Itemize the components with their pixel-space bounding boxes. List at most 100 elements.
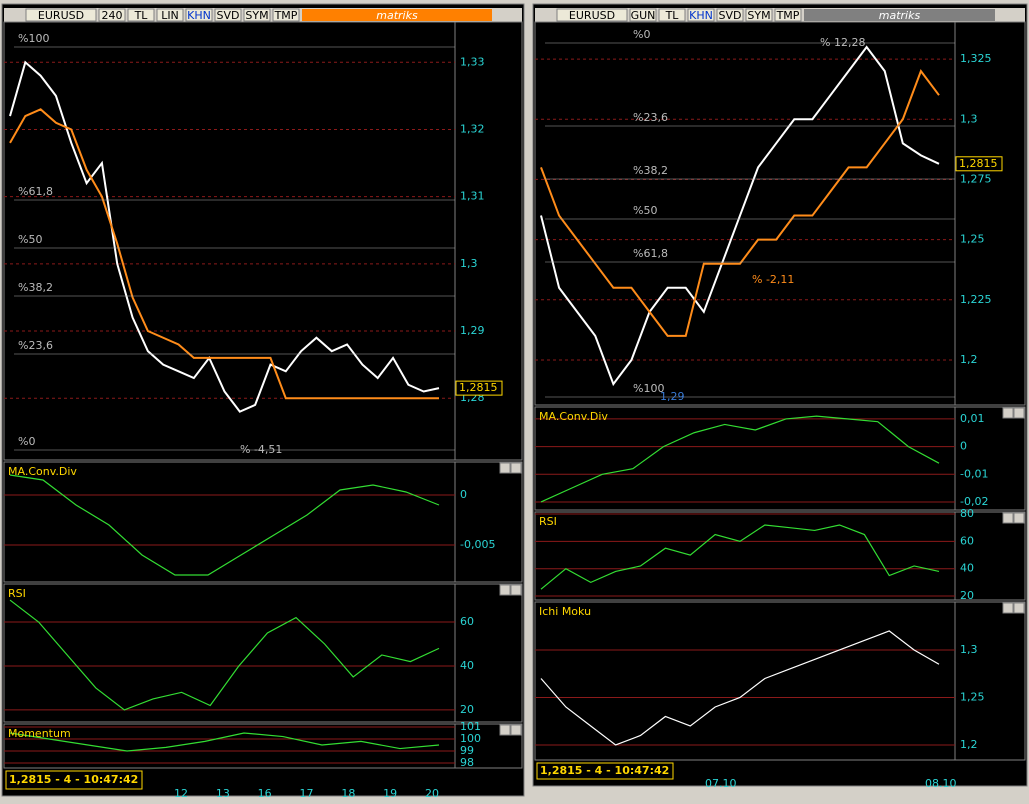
toolbar-button-label[interactable]: LIN (161, 9, 179, 22)
price-tag-label: 1,2815 (959, 157, 998, 170)
y-tick-label: 100 (460, 732, 481, 745)
date-label: 07.10 (705, 777, 737, 790)
annotation: % 12,28 (820, 36, 865, 49)
series-line (540, 45, 940, 387)
toolbar-button[interactable] (745, 8, 773, 22)
y-tick-label: 1,275 (960, 172, 992, 185)
fib-label: %61,8 (18, 185, 53, 198)
y-tick-label: 1,3 (960, 112, 978, 125)
toolbar-button[interactable] (774, 8, 802, 22)
date-label: 08.10 (925, 777, 957, 790)
fib-label: %38,2 (18, 281, 53, 294)
y-tick-label: 0,01 (960, 412, 985, 425)
y-tick-label: 1,33 (460, 55, 485, 68)
date-label: 18 (341, 787, 355, 800)
fib-label: %61,8 (633, 247, 668, 260)
y-tick-label: 40 (960, 562, 974, 575)
fib-label: %23,6 (633, 111, 668, 124)
toolbar-button-label[interactable]: 240 (102, 9, 123, 22)
panel-button[interactable] (510, 724, 522, 736)
panel (534, 511, 1026, 601)
toolbar-button-label[interactable]: SYM (245, 9, 268, 22)
fib-label: %0 (633, 28, 650, 41)
toolbar-button-label[interactable]: SYM (747, 9, 770, 22)
toolbar-button[interactable] (214, 8, 242, 22)
panel (534, 21, 1026, 406)
y-tick-label: 20 (960, 589, 974, 602)
fib-label: %50 (633, 204, 657, 217)
date-label: 20 (425, 787, 439, 800)
series-line (9, 474, 440, 576)
panel-button[interactable] (510, 462, 522, 474)
toolbar-button[interactable] (127, 8, 155, 22)
panel (3, 723, 523, 769)
fib-label: %100 (18, 32, 49, 45)
toolbar-button-label[interactable]: KHN (689, 9, 713, 22)
y-tick-label: 20 (460, 703, 474, 716)
panel-button[interactable] (1002, 512, 1014, 524)
panel-button[interactable] (499, 724, 511, 736)
toolbar-button[interactable] (25, 8, 97, 22)
brand-box (302, 9, 492, 21)
panel-title: RSI (8, 587, 26, 600)
y-tick-label: 0 (960, 440, 967, 453)
panel-button[interactable] (499, 584, 511, 596)
price-tag (955, 156, 1003, 172)
panel (3, 583, 523, 723)
panel (3, 461, 523, 583)
price-tag-label: 1,2815 (459, 381, 498, 394)
fib-label: %23,6 (18, 339, 53, 352)
y-tick-label: 101 (460, 720, 481, 733)
panel-title: MA.Conv.Div (539, 410, 608, 423)
y-tick-label: 1,225 (960, 293, 992, 306)
panel-button[interactable] (499, 462, 511, 474)
toolbar-button[interactable] (716, 8, 744, 22)
toolbar-button[interactable] (156, 8, 184, 22)
panel-button[interactable] (1013, 512, 1025, 524)
y-tick-label: 1,31 (460, 190, 485, 203)
status-box (536, 762, 674, 780)
series-line (540, 524, 940, 590)
series-line (9, 108, 439, 400)
toolbar-button[interactable] (185, 8, 213, 22)
panel-button[interactable] (1013, 407, 1025, 419)
toolbar-button-label[interactable]: TL (665, 9, 680, 22)
y-tick-label: 60 (460, 615, 474, 628)
toolbar-button-label[interactable]: TL (134, 9, 149, 22)
toolbar-button[interactable] (272, 8, 300, 22)
status-text: 1,2815 - 4 - 10:47:42 (540, 764, 669, 777)
toolbar-button[interactable] (658, 8, 686, 22)
y-tick-label: 1,25 (960, 690, 985, 703)
toolbar-button-label[interactable]: EURUSD (38, 9, 84, 22)
y-tick-label: 1,3 (460, 257, 478, 270)
toolbar-button[interactable] (243, 8, 271, 22)
panel-button[interactable] (510, 584, 522, 596)
y-tick-label: 99 (460, 744, 474, 757)
fib-label: %0 (18, 435, 35, 448)
toolbar-button-label[interactable]: SVD (217, 9, 240, 22)
toolbar-button-label[interactable]: TMP (776, 9, 800, 22)
panel (3, 21, 523, 461)
price-tag (455, 380, 503, 396)
toolbar-button-label[interactable]: EURUSD (569, 9, 615, 22)
panel-button[interactable] (1013, 602, 1025, 614)
panel-title: MA.Conv.Div (8, 465, 77, 478)
toolbar-button-label[interactable]: SVD (719, 9, 742, 22)
toolbar-button-label[interactable]: GUN (631, 9, 656, 22)
panel-button[interactable] (1002, 602, 1014, 614)
toolbar-button-label[interactable]: KHN (187, 9, 211, 22)
brand-box (804, 9, 995, 21)
date-label: 19 (383, 787, 397, 800)
annotation: % -4,51 (240, 443, 282, 456)
panel (534, 601, 1026, 761)
toolbar-button[interactable] (687, 8, 715, 22)
date-label: 13 (216, 787, 230, 800)
toolbar-button-label[interactable]: TMP (274, 9, 298, 22)
brand: matriks (879, 9, 921, 22)
panel-button[interactable] (1002, 407, 1014, 419)
toolbar-button[interactable] (629, 8, 657, 22)
toolbar-button[interactable] (98, 8, 126, 22)
toolbar-button[interactable] (556, 8, 628, 22)
